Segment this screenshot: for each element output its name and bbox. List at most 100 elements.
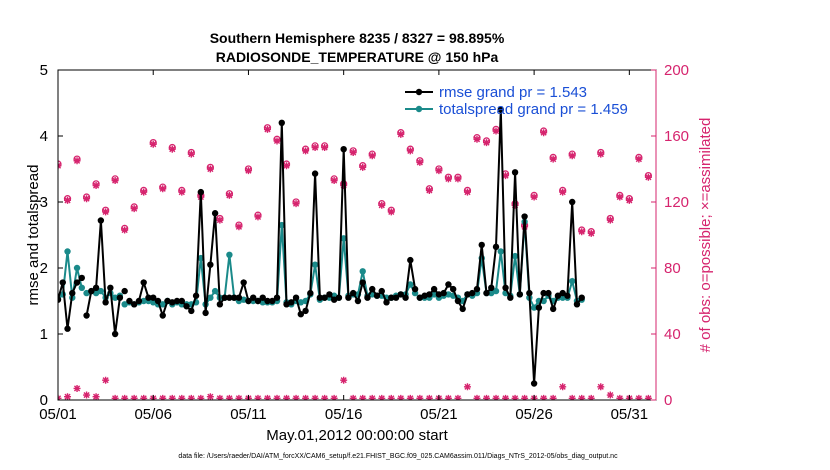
rmse-point xyxy=(135,297,143,305)
obs-assimilated-marker xyxy=(616,193,624,201)
obs-low-count-marker xyxy=(168,394,176,400)
obs-count-markers xyxy=(58,124,653,400)
rmse-point xyxy=(397,291,405,298)
obs-assimilated-marker xyxy=(73,157,81,165)
obs-assimilated-marker xyxy=(387,208,395,216)
obs-low-count-marker xyxy=(216,394,224,400)
y2-tick-label: 160 xyxy=(664,128,689,145)
obs-possible-marker xyxy=(58,160,62,168)
rmse-point xyxy=(269,297,276,305)
rmse-point xyxy=(302,307,309,315)
rmse-point xyxy=(554,292,562,299)
y2-tick-label: 40 xyxy=(664,326,681,343)
obs-assimilated-marker xyxy=(511,201,519,209)
rmse-point xyxy=(92,284,100,291)
obs-assimilated-marker xyxy=(140,188,148,196)
obs-assimilated-marker xyxy=(444,175,452,183)
series-lines xyxy=(58,106,585,387)
obs-assimilated-marker xyxy=(349,149,357,156)
x-tick-label: 05/01 xyxy=(39,406,77,423)
obs-assimilated-marker xyxy=(625,196,633,204)
rmse-point xyxy=(121,287,128,295)
obs-low-count-marker xyxy=(502,394,510,400)
rmse-point xyxy=(497,106,504,113)
obs-low-count-marker xyxy=(359,394,367,400)
obs-low-count-marker xyxy=(387,394,395,400)
rmse-point xyxy=(549,305,557,313)
rmse-point xyxy=(69,289,76,297)
obs-assimilated-marker xyxy=(92,182,100,189)
rmse-point xyxy=(216,301,224,308)
obs-assimilated-marker xyxy=(302,147,310,155)
y-tick-label: 5 xyxy=(40,62,48,79)
obs-low-count-marker xyxy=(406,394,414,400)
obs-low-count-marker xyxy=(206,393,214,400)
rmse-point xyxy=(126,297,133,305)
rmse-point xyxy=(388,294,395,301)
rmse-point xyxy=(259,294,266,301)
obs-low-count-marker xyxy=(568,394,576,400)
x-axis-label: May.01,2012 00:00:00 start xyxy=(266,427,448,444)
obs-assimilated-marker xyxy=(416,158,424,166)
obs-assimilated-marker xyxy=(406,147,414,155)
rmse-point xyxy=(478,241,485,249)
rmse-point xyxy=(359,279,366,286)
plot-frame xyxy=(57,69,657,401)
y-tick-label: 3 xyxy=(40,194,48,211)
x-tick-label: 05/06 xyxy=(134,406,172,423)
obs-low-count-marker xyxy=(597,383,605,391)
obs-low-count-marker xyxy=(83,391,91,399)
obs-low-count-marker xyxy=(644,394,652,400)
data-file-footer: data file: /Users/raeder/DAI/ATM_forcXX/… xyxy=(178,453,618,460)
obs-assimilated-marker xyxy=(187,150,195,158)
spread-line xyxy=(58,251,83,299)
obs-assimilated-marker xyxy=(283,162,291,170)
y-tick-label: 1 xyxy=(40,326,48,343)
y-tick-label: 4 xyxy=(40,128,48,145)
obs-low-count-marker xyxy=(463,383,471,391)
rmse-point xyxy=(402,294,409,301)
rmse-point xyxy=(545,289,552,297)
rmse-point xyxy=(197,188,205,196)
obs-low-count-marker xyxy=(378,394,386,400)
obs-low-count-marker xyxy=(454,394,462,400)
obs-assimilated-marker xyxy=(559,188,567,196)
obs-low-count-marker xyxy=(606,391,614,399)
rmse-point xyxy=(264,297,271,305)
spread-point xyxy=(497,248,504,255)
rmse-point xyxy=(64,325,71,332)
rmse-point xyxy=(502,284,509,291)
rmse-point xyxy=(145,294,152,301)
rmse-point xyxy=(473,285,481,293)
rmse-point xyxy=(207,261,214,268)
obs-low-count-marker xyxy=(349,394,357,400)
obs-low-count-marker xyxy=(587,394,595,400)
spread-point xyxy=(311,261,319,268)
obs-low-count-marker xyxy=(540,394,548,400)
spread-point xyxy=(159,301,166,308)
rmse-point xyxy=(578,294,585,301)
rmse-point xyxy=(102,299,109,306)
rmse-point xyxy=(564,292,571,299)
y2-tick-label: 200 xyxy=(664,62,689,79)
obs-assimilated-marker xyxy=(340,182,348,189)
obs-low-count-marker xyxy=(178,394,186,400)
obs-assimilated-marker xyxy=(492,127,500,135)
obs-assimilated-marker xyxy=(273,137,281,145)
obs-low-count-marker xyxy=(444,394,452,400)
obs-assimilated-marker xyxy=(263,125,271,133)
rmse-point xyxy=(183,303,190,310)
obs-low-count-marker xyxy=(368,394,376,400)
obs-assimilated-marker xyxy=(597,150,605,158)
legend-spread-marker xyxy=(415,105,423,113)
x-tick-label: 05/21 xyxy=(420,406,458,423)
obs-assimilated-marker xyxy=(159,185,167,193)
obs-assimilated-marker xyxy=(225,191,233,199)
spread-point xyxy=(140,297,147,305)
rmse-point xyxy=(449,285,457,293)
obs-assimilated-marker xyxy=(235,223,243,231)
rmse-point xyxy=(297,311,305,318)
rmse-point xyxy=(469,289,476,297)
rmse-point xyxy=(278,119,285,127)
rmse-point xyxy=(526,289,533,297)
